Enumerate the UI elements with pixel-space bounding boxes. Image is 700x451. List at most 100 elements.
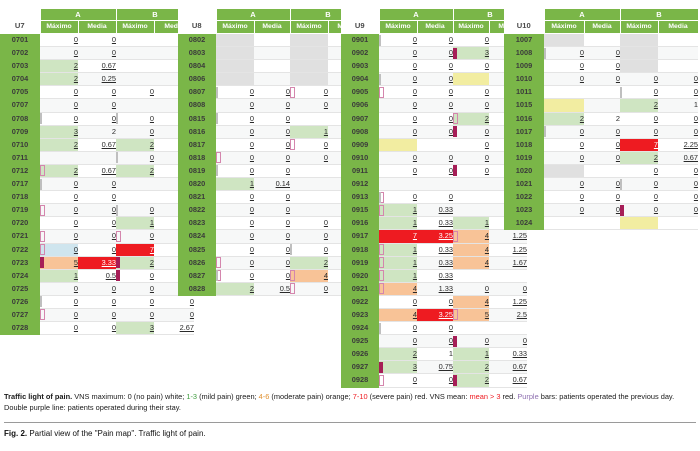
data-cell[interactable]: 0 [489,282,527,296]
table-row[interactable]: 1024 [504,216,698,231]
data-cell[interactable]: 0 [290,151,328,165]
table-row[interactable]: 0925 0 0 0 0 [341,334,527,349]
table-row[interactable]: 0704 2 0.25 [0,72,194,87]
data-cell[interactable]: 0 [154,295,194,309]
data-cell[interactable]: 0 [40,46,78,61]
table-row[interactable]: 0917 7 3.25 4 1.25 [341,229,527,244]
data-cell[interactable]: 1 [453,216,489,231]
data-cell[interactable]: 5 [40,256,78,270]
data-cell[interactable]: 0 [489,334,527,349]
data-cell[interactable]: 0 [254,164,290,179]
data-cell[interactable]: 2 [116,164,154,179]
data-cell[interactable]: 2 [116,256,154,270]
data-cell[interactable] [216,46,254,61]
data-cell[interactable]: 0 [417,33,453,48]
data-cell[interactable]: 0 [620,125,658,139]
data-cell[interactable]: 1 [40,269,78,283]
data-cell[interactable]: 2 [453,360,489,375]
table-row[interactable]: 0921 4 1.33 0 0 [341,282,527,296]
data-cell[interactable]: 3 [453,46,489,61]
data-cell[interactable] [379,177,417,192]
table-row[interactable]: 1011 0 0 [504,85,698,100]
data-cell[interactable]: 0 [254,203,290,218]
data-cell[interactable]: 0 [78,33,116,48]
data-cell[interactable]: 0.67 [489,360,527,375]
data-cell[interactable]: 1 [453,347,489,362]
data-cell[interactable]: 4 [453,256,489,270]
data-cell[interactable]: 0 [417,295,453,309]
data-cell[interactable]: 0 [216,216,254,231]
data-cell[interactable]: 0 [658,85,698,100]
table-row[interactable]: 08270041.25 [178,269,366,283]
data-cell[interactable]: 0 [584,59,620,74]
data-cell[interactable]: 0 [254,138,290,152]
data-cell[interactable]: 0 [254,256,290,270]
data-cell[interactable] [544,216,584,231]
data-cell[interactable]: 0 [116,282,154,296]
data-cell[interactable]: 0 [379,334,417,349]
data-cell[interactable]: 0 [379,59,417,74]
data-cell[interactable]: 0 [78,112,116,126]
data-cell[interactable]: 0 [584,72,620,87]
data-cell[interactable]: 0 [216,256,254,270]
table-row[interactable]: 09070021 [341,112,527,126]
data-cell[interactable]: 1 [379,269,417,283]
data-cell[interactable] [584,33,620,48]
data-cell[interactable]: 0 [116,203,154,218]
data-cell[interactable]: 0 [216,203,254,218]
data-cell[interactable]: 0 [584,190,620,205]
data-cell[interactable]: 3 [116,321,154,336]
data-cell[interactable]: 0 [453,98,489,113]
data-cell[interactable]: 0 [544,151,584,165]
data-cell[interactable]: 0 [116,85,154,100]
data-cell[interactable] [290,59,328,74]
table-row[interactable]: 0904 0 0 [341,72,527,87]
data-cell[interactable]: 0 [584,177,620,192]
data-cell[interactable]: 0 [254,243,290,257]
data-cell[interactable] [379,138,417,152]
table-row[interactable]: 1009 0 0 [504,59,698,74]
data-cell[interactable]: 0.67 [78,59,116,74]
table-row[interactable]: 0926 2 1 1 0.33 [341,347,527,362]
data-cell[interactable]: 0 [417,373,453,388]
data-cell[interactable]: 1.25 [489,295,527,309]
table-row[interactable]: 1017 0 0 0 0 [504,125,698,139]
data-cell[interactable]: 2 [620,151,658,165]
data-cell[interactable]: 0 [379,112,417,126]
data-cell[interactable]: 0.33 [489,347,527,362]
data-cell[interactable]: 0 [417,334,453,349]
data-cell[interactable]: 0.5 [254,282,290,296]
data-cell[interactable]: 0 [40,190,78,205]
table-row[interactable]: 0803 [178,46,366,61]
data-cell[interactable] [453,177,489,192]
table-row[interactable]: 0923 4 3.25 5 2.5 [341,308,527,323]
data-cell[interactable]: 0 [544,125,584,139]
data-cell[interactable]: 5 [453,308,489,323]
data-cell[interactable]: 0 [544,190,584,205]
data-cell[interactable]: 0 [78,282,116,296]
data-cell[interactable]: 0 [40,98,78,113]
data-cell[interactable]: 0 [417,98,453,113]
table-row[interactable]: 1007 [504,33,698,48]
data-cell[interactable]: 0 [216,112,254,126]
data-cell[interactable]: 1.25 [489,243,527,257]
table-row[interactable]: 0717 0 0 [0,177,194,192]
table-row[interactable]: 07220072.33 [0,243,194,257]
table-row[interactable]: 0919 1 0.33 4 1.67 [341,256,527,270]
data-cell[interactable]: 2 [453,112,489,126]
data-cell[interactable]: 0 [453,164,489,179]
data-cell[interactable]: 0 [584,46,620,61]
data-cell[interactable]: 0 [379,295,417,309]
data-cell[interactable]: 0 [290,138,328,152]
data-cell[interactable]: 0 [379,151,417,165]
